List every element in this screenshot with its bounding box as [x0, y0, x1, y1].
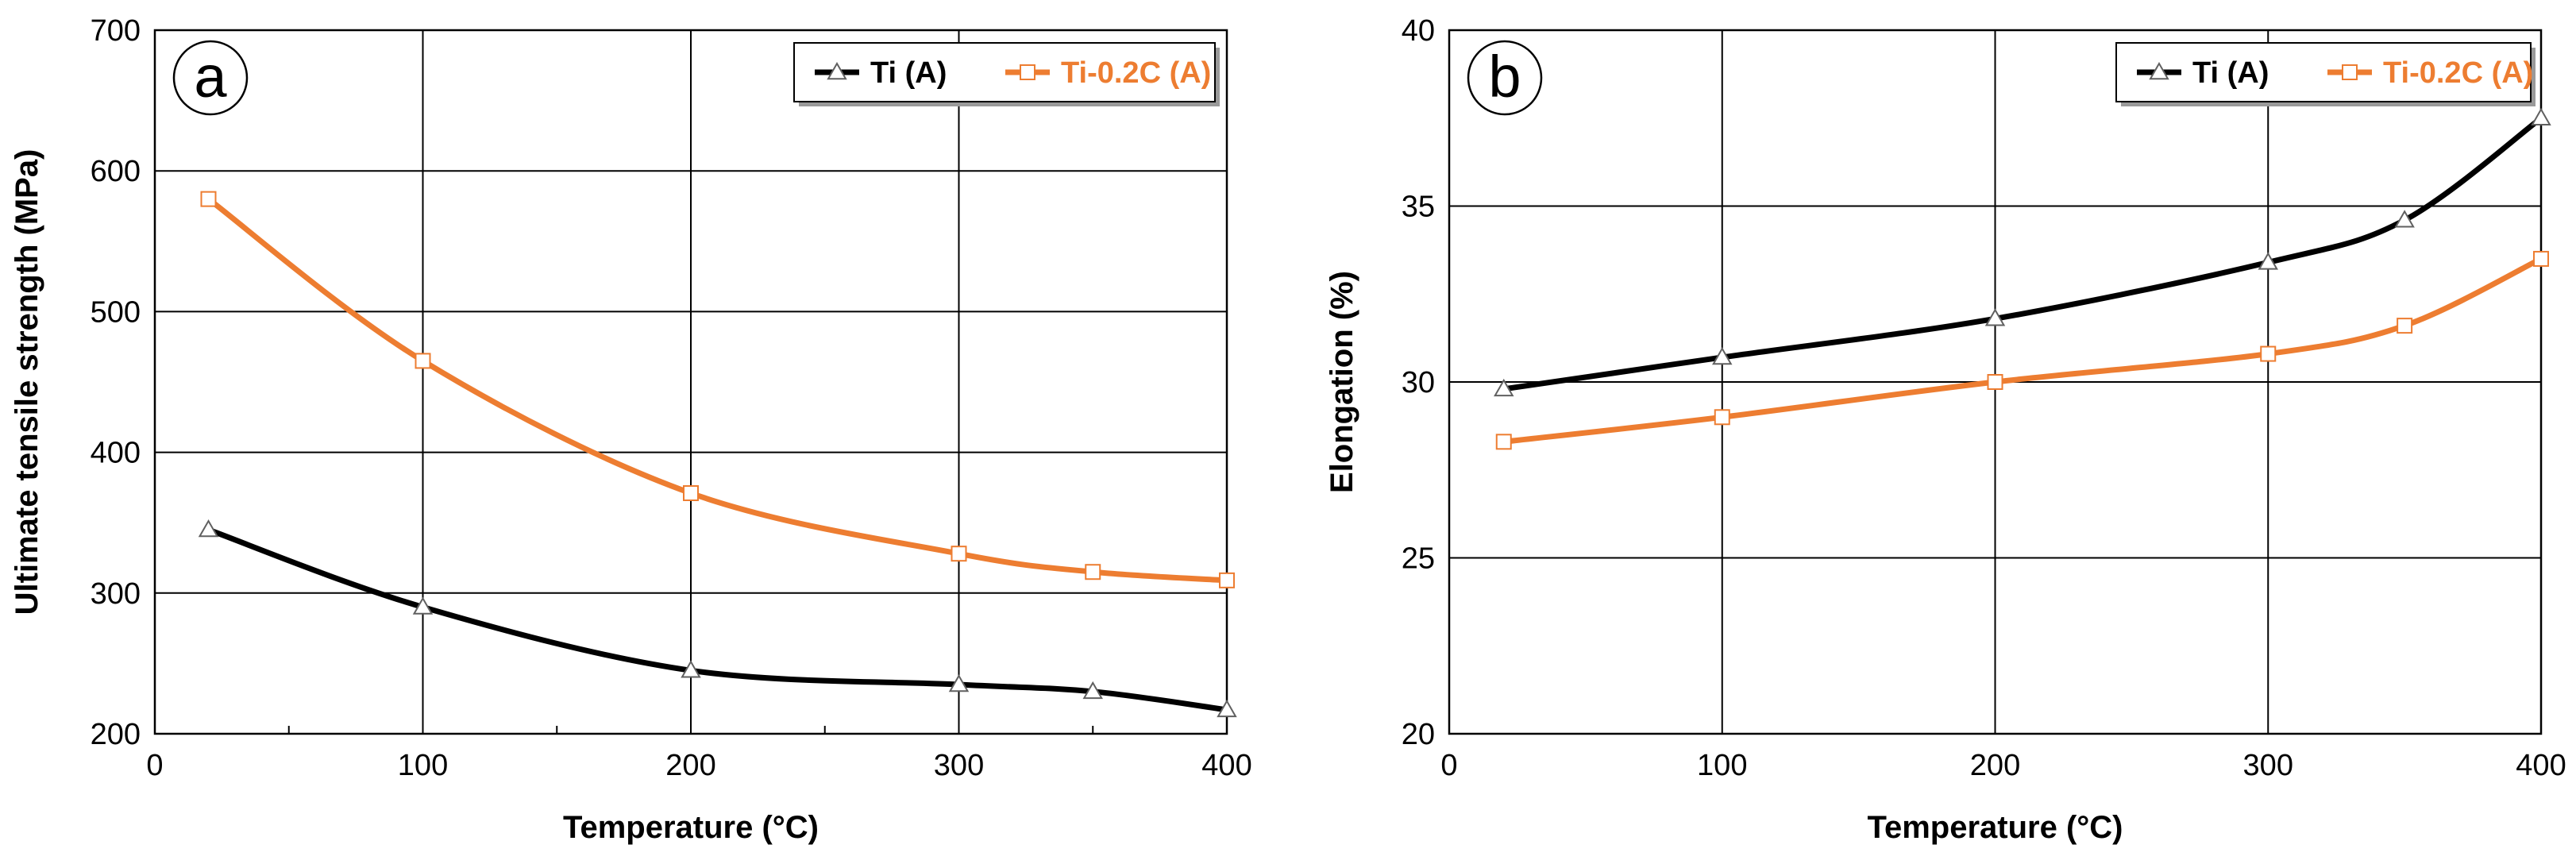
data-point-ti-0-2c: [2397, 318, 2413, 334]
panel-letter: b: [1488, 44, 1521, 110]
y-tick-label: 25: [1402, 542, 1435, 576]
legend-label-ti: Ti (A): [2192, 56, 2269, 90]
y-tick-label: 500: [91, 295, 141, 329]
data-point-ti-0-2c: [200, 191, 217, 207]
y-tick-label: 200: [91, 718, 141, 751]
x-axis-title: Temperature (°C): [1868, 810, 2123, 845]
x-axis-title: Temperature (°C): [563, 810, 819, 845]
data-point-ti-0-2c: [2533, 250, 2549, 267]
y-tick-label: 400: [91, 437, 141, 470]
data-point-ti-0-2c: [951, 546, 967, 562]
legend-marker-ti-0-2c: [2342, 64, 2358, 80]
legend-label-ti-0-2c: Ti-0.2C (A): [2383, 56, 2533, 90]
legend-marker-ti: [827, 61, 847, 80]
x-tick-label: 100: [1697, 749, 1747, 782]
data-point-ti: [198, 519, 219, 538]
data-point-ti: [1712, 346, 1733, 365]
data-point-ti: [2394, 210, 2415, 228]
data-point-ti: [1494, 378, 1514, 397]
legend-marker-ti-0-2c: [1020, 64, 1035, 80]
data-point-ti: [2531, 107, 2551, 125]
data-point-ti: [681, 660, 701, 678]
x-tick-label: 300: [2243, 749, 2293, 782]
legend-marker-ti: [2149, 61, 2169, 80]
data-point-ti-0-2c: [683, 484, 699, 501]
legend-label-ti-0-2c: Ti-0.2C (A): [1061, 56, 1211, 90]
legend-box: [793, 42, 1216, 102]
y-tick-label: 700: [91, 14, 141, 48]
data-point-ti: [1984, 308, 2006, 326]
panel-badge: [172, 40, 249, 116]
x-tick-label: 0: [146, 749, 163, 782]
data-point-ti: [412, 596, 434, 615]
chart-a: 200 300 400 500 600 700 0 100 200 300 400 Temperatu…: [10, 14, 1252, 845]
y-tick-label: 20: [1402, 718, 1435, 751]
panel-letter: a: [194, 44, 227, 110]
data-point-ti-0-2c: [1085, 564, 1101, 580]
data-point-ti-0-2c: [415, 353, 431, 369]
x-tick-label: 100: [398, 749, 448, 782]
data-point-ti-0-2c: [1987, 374, 2003, 390]
x-tick-label: 400: [2516, 749, 2566, 782]
legend-label-ti: Ti (A): [870, 56, 947, 90]
plot-frame: [1448, 29, 2543, 735]
x-tick-label: 200: [1970, 749, 2020, 782]
y-tick-label: 600: [91, 155, 141, 188]
data-point-ti-0-2c: [1219, 572, 1235, 588]
y-axis-title: Ultimate tensile strength (MPa): [10, 149, 44, 615]
plot-frame: [153, 29, 1228, 735]
y-tick-label: 35: [1402, 191, 1435, 224]
y-tick-label: 30: [1402, 366, 1435, 399]
x-tick-label: 400: [1201, 749, 1251, 782]
data-point-ti-0-2c: [1714, 409, 1730, 426]
data-point-ti: [1217, 699, 1237, 718]
data-point-ti: [1082, 681, 1103, 700]
y-axis-title: Elongation (%): [1325, 271, 1359, 493]
legend-box: [2115, 42, 2532, 102]
data-point-ti-0-2c: [1495, 434, 1512, 450]
data-point-ti: [948, 673, 970, 692]
x-tick-label: 200: [665, 749, 715, 782]
x-tick-label: 300: [934, 749, 984, 782]
panel-badge: [1467, 40, 1543, 116]
data-point-ti-0-2c: [2260, 345, 2277, 362]
data-point-ti: [2258, 252, 2278, 270]
x-tick-label: 0: [1440, 749, 1457, 782]
y-tick-label: 300: [91, 577, 141, 611]
y-tick-label: 40: [1402, 14, 1435, 48]
